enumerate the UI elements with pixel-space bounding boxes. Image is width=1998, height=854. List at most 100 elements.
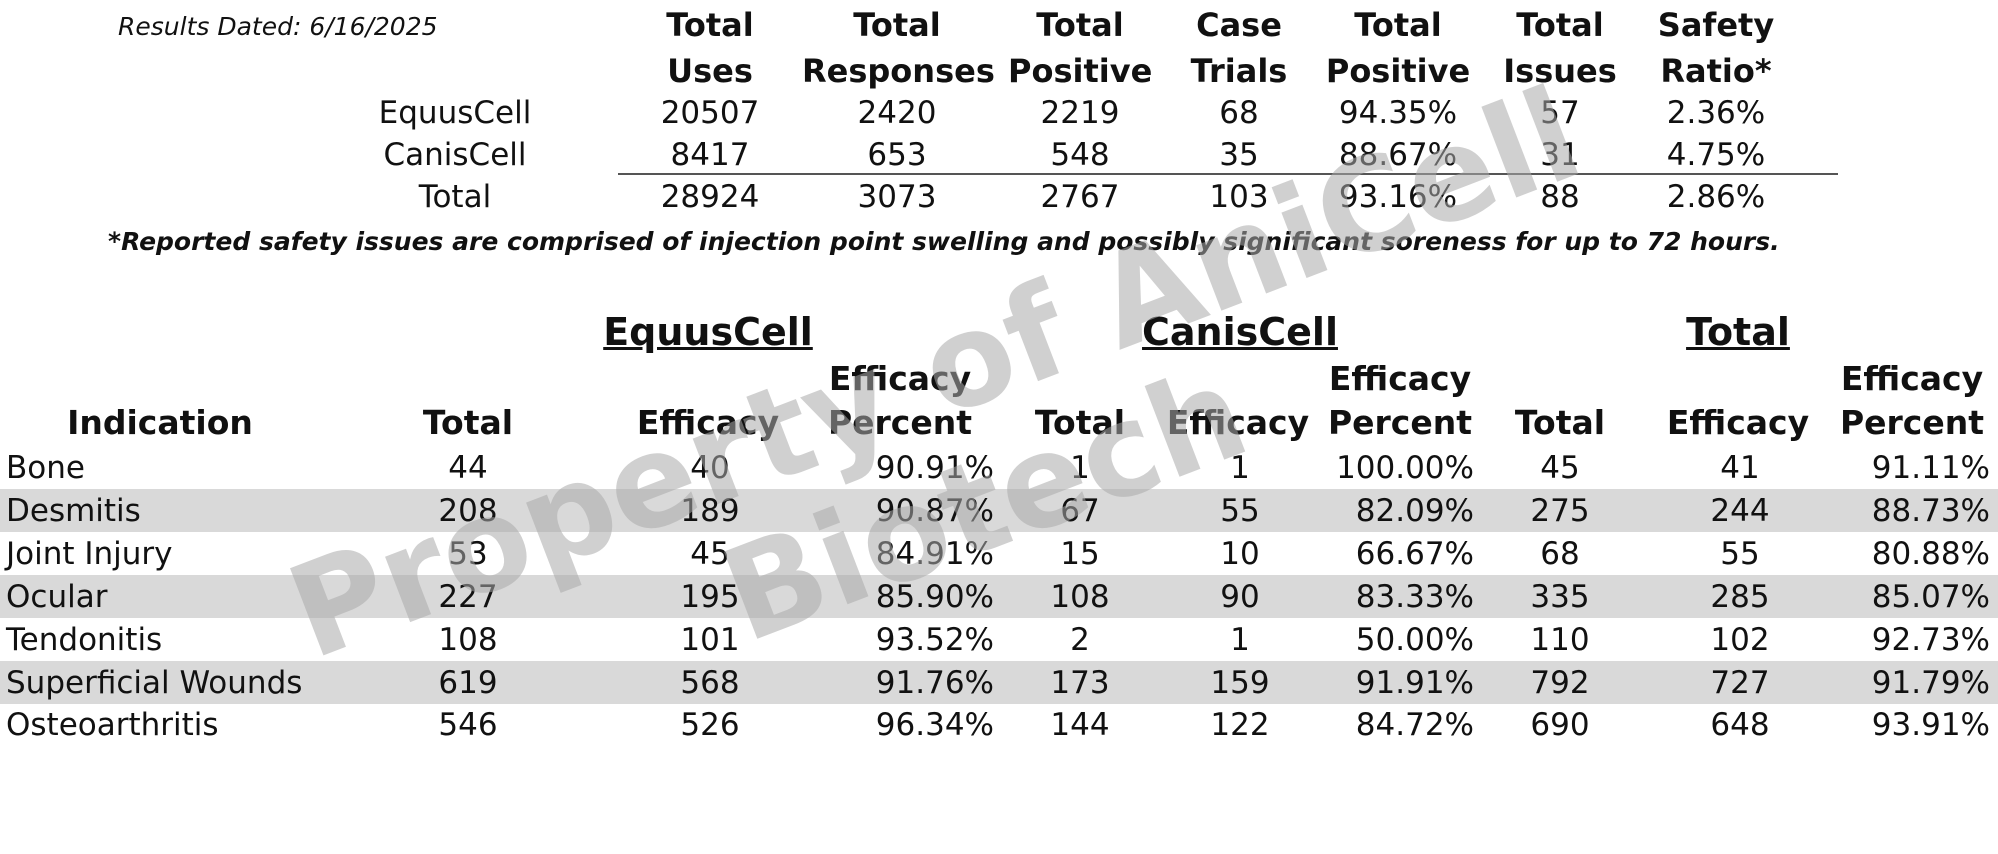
summary-header-case-trials: Case Trials [1190, 6, 1288, 90]
table-cell: 648 [1710, 707, 1770, 743]
header-total-efficacy: Efficacy [1666, 403, 1810, 442]
safety-footnote: *Reported safety issues are comprised of… [108, 227, 1780, 256]
table-cell: 66.67% [1355, 536, 1474, 572]
summary-cell: 20507 [660, 95, 760, 131]
group-header-caniscell: CanisCell [1142, 310, 1338, 354]
summary-cell: 653 [867, 137, 927, 173]
header-total-efficacy-percent: Efficacy Percent [1839, 359, 1985, 442]
header-canis-efficacy-percent: Efficacy Percent [1327, 359, 1473, 442]
summary-cell: 8417 [670, 137, 750, 173]
indication-label: Osteoarthritis [6, 707, 219, 743]
header-equus-efficacy: Efficacy [636, 403, 780, 442]
results-dated: Results Dated: 6/16/2025 [118, 12, 438, 41]
table-cell: 83.33% [1355, 579, 1474, 615]
header-canis-efficacy: Efficacy [1166, 403, 1310, 442]
summary-cell: 88 [1540, 179, 1580, 215]
table-cell: 546 [438, 707, 498, 743]
table-cell: 88.73% [1871, 493, 1990, 529]
summary-cell: 68 [1219, 95, 1259, 131]
table-cell: 50.00% [1355, 622, 1474, 658]
summary-cell: 28924 [660, 179, 760, 215]
summary-row-label: Total [418, 179, 492, 215]
summary-header-total-issues: Total Issues [1503, 6, 1617, 90]
table-cell: 53 [448, 536, 488, 572]
summary-cell: 31 [1540, 137, 1580, 173]
table-cell: 84.91% [875, 536, 994, 572]
table-cell: 526 [680, 707, 740, 743]
table-cell: 91.91% [1355, 665, 1474, 701]
table-cell: 90.91% [875, 450, 994, 486]
table-cell: 55 [1220, 493, 1260, 529]
summary-total-rule [618, 173, 1838, 175]
table-cell: 92.73% [1871, 622, 1990, 658]
table-cell: 96.34% [875, 707, 994, 743]
table-cell: 68 [1540, 536, 1580, 572]
summary-cell: 103 [1209, 179, 1269, 215]
summary-cell: 88.67% [1338, 137, 1458, 173]
indication-label: Desmitis [6, 493, 141, 529]
header-total-total: Total [1514, 403, 1606, 442]
table-cell: 2 [1070, 622, 1090, 658]
table-cell: 1 [1230, 622, 1250, 658]
table-cell: 189 [680, 493, 740, 529]
summary-header-total-positive-percent: Total Positive [1325, 6, 1471, 90]
table-cell: 44 [448, 450, 488, 486]
header-canis-total: Total [1034, 403, 1126, 442]
row-band [0, 489, 1998, 532]
table-cell: 195 [680, 579, 740, 615]
table-cell: 1 [1070, 450, 1090, 486]
table-cell: 792 [1530, 665, 1590, 701]
summary-cell: 3073 [857, 179, 937, 215]
table-cell: 244 [1710, 493, 1770, 529]
table-cell: 1 [1230, 450, 1250, 486]
table-cell: 90 [1220, 579, 1260, 615]
table-cell: 91.11% [1871, 450, 1990, 486]
row-band [0, 661, 1998, 704]
summary-cell: 35 [1219, 137, 1259, 173]
table-cell: 55 [1720, 536, 1760, 572]
header-equus-efficacy-percent: Efficacy Percent [827, 359, 973, 442]
summary-row-label: EquusCell [378, 95, 532, 131]
table-cell: 100.00% [1336, 450, 1474, 486]
table-cell: 10 [1220, 536, 1260, 572]
table-cell: 335 [1530, 579, 1590, 615]
table-cell: 40 [690, 450, 730, 486]
table-cell: 90.87% [875, 493, 994, 529]
table-cell: 619 [438, 665, 498, 701]
summary-header-total-responses: Total Responses [802, 6, 995, 90]
summary-cell: 2767 [1040, 179, 1120, 215]
summary-cell: 2420 [857, 95, 937, 131]
table-cell: 91.76% [875, 665, 994, 701]
group-header-equuscell: EquusCell [603, 310, 813, 354]
table-cell: 82.09% [1355, 493, 1474, 529]
table-cell: 91.79% [1871, 665, 1990, 701]
summary-cell: 2219 [1040, 95, 1120, 131]
header-equus-total: Total [422, 403, 514, 442]
table-cell: 41 [1720, 450, 1760, 486]
header-indication: Indication [67, 403, 253, 442]
summary-cell: 93.16% [1338, 179, 1458, 215]
indication-label: Tendonitis [6, 622, 163, 658]
table-cell: 45 [1540, 450, 1580, 486]
table-cell: 102 [1710, 622, 1770, 658]
table-cell: 85.90% [875, 579, 994, 615]
table-cell: 93.52% [875, 622, 994, 658]
summary-cell: 548 [1050, 137, 1110, 173]
group-header-total: Total [1686, 310, 1790, 354]
summary-header-safety-ratio: Safety Ratio* [1657, 6, 1775, 90]
table-cell: 67 [1060, 493, 1100, 529]
summary-cell: 2.86% [1666, 179, 1766, 215]
row-band [0, 575, 1998, 618]
table-cell: 285 [1710, 579, 1770, 615]
indication-label: Superficial Wounds [6, 665, 303, 701]
table-cell: 108 [1050, 579, 1110, 615]
table-cell: 101 [680, 622, 740, 658]
summary-cell: 57 [1540, 95, 1580, 131]
table-cell: 275 [1530, 493, 1590, 529]
summary-cell: 94.35% [1338, 95, 1458, 131]
summary-header-total-positive: Total Positive [1008, 6, 1153, 90]
table-cell: 122 [1210, 707, 1270, 743]
summary-cell: 2.36% [1666, 95, 1766, 131]
table-cell: 45 [690, 536, 730, 572]
indication-label: Joint Injury [6, 536, 173, 572]
